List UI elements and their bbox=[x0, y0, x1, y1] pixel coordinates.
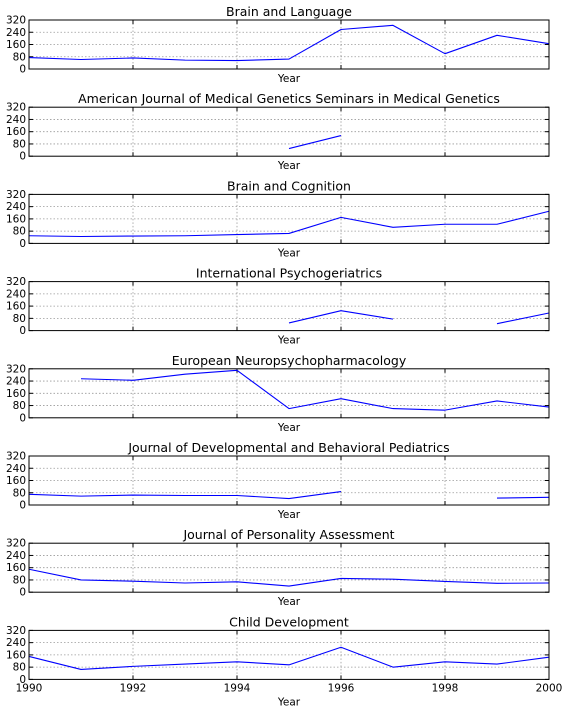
x-tick-label: 1998 bbox=[432, 682, 459, 694]
subplot-6: Journal of Developmental and Behavioral … bbox=[6, 440, 550, 521]
plot-frame bbox=[28, 281, 550, 332]
y-tick-label: 80 bbox=[13, 574, 26, 586]
y-tick-label: 240 bbox=[6, 376, 26, 388]
y-tick-label: 320 bbox=[6, 625, 26, 637]
plot-frame bbox=[28, 193, 550, 244]
y-tick-label: 240 bbox=[6, 288, 26, 300]
chart-title: Journal of Developmental and Behavioral … bbox=[127, 440, 449, 455]
series-line bbox=[496, 312, 550, 325]
x-axis-label: Year bbox=[277, 509, 301, 521]
x-tick-label: 1996 bbox=[328, 682, 355, 694]
series-line bbox=[28, 24, 550, 62]
y-tick-label: 320 bbox=[6, 276, 26, 288]
x-axis-label: Year bbox=[277, 335, 301, 347]
y-tick-label: 0 bbox=[19, 325, 26, 337]
y-tick-label: 320 bbox=[6, 538, 26, 550]
x-axis-label: Year bbox=[277, 247, 301, 259]
x-axis-label: Year bbox=[277, 160, 301, 172]
subplot-2: American Journal of Medical Genetics Sem… bbox=[6, 91, 550, 172]
series-line bbox=[288, 310, 394, 324]
x-tick-label: 1990 bbox=[16, 682, 43, 694]
plot-frame bbox=[28, 19, 550, 70]
y-tick-label: 160 bbox=[6, 388, 26, 400]
y-tick-label: 160 bbox=[6, 475, 26, 487]
series-line bbox=[496, 496, 550, 499]
y-tick-label: 240 bbox=[6, 637, 26, 649]
x-tick-label: 2000 bbox=[536, 682, 563, 694]
y-tick-label: 80 bbox=[13, 226, 26, 238]
y-tick-label: 160 bbox=[6, 649, 26, 661]
chart-title: Journal of Personality Assessment bbox=[182, 527, 394, 542]
plot-frame bbox=[28, 106, 550, 157]
series-line bbox=[80, 369, 550, 411]
y-tick-label: 0 bbox=[19, 500, 26, 512]
x-tick-label: 1992 bbox=[120, 682, 147, 694]
x-tick-label: 1994 bbox=[224, 682, 251, 694]
y-tick-label: 80 bbox=[13, 487, 26, 499]
y-tick-label: 160 bbox=[6, 562, 26, 574]
y-tick-label: 320 bbox=[6, 363, 26, 375]
subplot-4: International Psychogeriatrics 0801602403… bbox=[6, 266, 550, 347]
chart-title: Brain and Cognition bbox=[227, 178, 351, 193]
y-tick-label: 160 bbox=[6, 126, 26, 138]
subplot-7: Journal of Personality Assessment 0801602… bbox=[6, 527, 550, 608]
y-tick-label: 80 bbox=[13, 51, 26, 63]
y-tick-label: 0 bbox=[19, 587, 26, 599]
y-tick-label: 160 bbox=[6, 39, 26, 51]
x-axis-label: Year bbox=[277, 422, 301, 434]
x-axis-label: Year bbox=[277, 696, 301, 708]
y-tick-label: 320 bbox=[6, 15, 26, 27]
y-tick-label: 0 bbox=[19, 64, 26, 76]
y-tick-label: 320 bbox=[6, 189, 26, 201]
y-tick-label: 160 bbox=[6, 301, 26, 313]
y-tick-label: 0 bbox=[19, 151, 26, 163]
y-tick-label: 240 bbox=[6, 27, 26, 39]
y-tick-label: 80 bbox=[13, 138, 26, 150]
y-tick-label: 80 bbox=[13, 313, 26, 325]
x-axis-label: Year bbox=[277, 73, 301, 85]
y-tick-label: 240 bbox=[6, 463, 26, 475]
y-tick-label: 0 bbox=[19, 674, 26, 686]
chart-title: American Journal of Medical Genetics Sem… bbox=[78, 91, 500, 106]
chart-title: International Psychogeriatrics bbox=[196, 266, 382, 281]
chart-title: Child Development bbox=[229, 614, 349, 629]
chart-title: Brain and Language bbox=[226, 4, 352, 19]
y-tick-label: 240 bbox=[6, 550, 26, 562]
chart-title: European Neuropsychopharmacology bbox=[172, 353, 407, 368]
y-tick-label: 0 bbox=[19, 412, 26, 424]
series-line bbox=[28, 646, 550, 671]
series-line bbox=[28, 568, 550, 587]
plot-frame bbox=[28, 455, 550, 506]
y-tick-label: 320 bbox=[6, 102, 26, 114]
y-tick-label: 240 bbox=[6, 114, 26, 126]
y-tick-label: 0 bbox=[19, 238, 26, 250]
plot-frame bbox=[28, 542, 550, 593]
plot-frame bbox=[28, 629, 550, 680]
y-tick-label: 80 bbox=[13, 400, 26, 412]
series-line bbox=[288, 134, 342, 150]
y-tick-label: 160 bbox=[6, 213, 26, 225]
y-tick-label: 320 bbox=[6, 451, 26, 463]
plot-frame bbox=[28, 368, 550, 419]
x-axis-label: Year bbox=[277, 596, 301, 608]
series-line bbox=[28, 210, 550, 238]
y-tick-label: 240 bbox=[6, 201, 26, 213]
series-line bbox=[28, 490, 342, 500]
y-tick-label: 80 bbox=[13, 662, 26, 674]
subplot-5: European Neuropsychopharmacology 08016024… bbox=[6, 353, 550, 434]
